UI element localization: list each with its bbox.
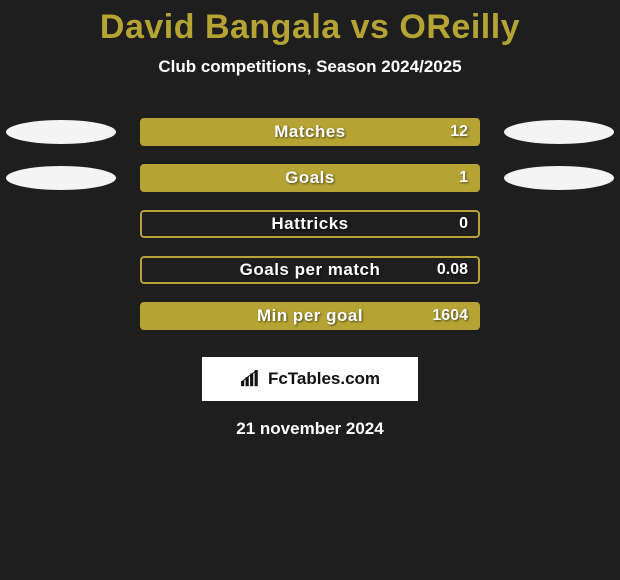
footer-brand-text: FcTables.com xyxy=(268,369,380,389)
player-right-marker xyxy=(504,166,614,190)
subtitle: Club competitions, Season 2024/2025 xyxy=(0,57,620,77)
stat-value: 12 xyxy=(450,123,468,141)
stat-label: Matches xyxy=(140,122,480,142)
stats-rows: Matches12Goals1Hattricks0Goals per match… xyxy=(0,109,620,339)
stat-label: Hattricks xyxy=(140,214,480,234)
stat-row: Goals1 xyxy=(0,155,620,201)
stat-value: 0.08 xyxy=(437,261,468,279)
footer-brand-card[interactable]: FcTables.com xyxy=(202,357,418,401)
stat-row: Matches12 xyxy=(0,109,620,155)
stat-label: Min per goal xyxy=(140,306,480,326)
stat-row: Goals per match0.08 xyxy=(0,247,620,293)
stat-row: Min per goal1604 xyxy=(0,293,620,339)
stat-row: Hattricks0 xyxy=(0,201,620,247)
player-left-marker xyxy=(6,120,116,144)
stat-label: Goals per match xyxy=(140,260,480,280)
comparison-card: David Bangala vs OReilly Club competitio… xyxy=(0,0,620,580)
date-text: 21 november 2024 xyxy=(0,419,620,439)
player-right-marker xyxy=(504,120,614,144)
player-left-marker xyxy=(6,166,116,190)
stat-value: 1604 xyxy=(432,307,468,325)
page-title: David Bangala vs OReilly xyxy=(0,0,620,47)
stat-value: 0 xyxy=(459,215,468,233)
bar-chart-icon xyxy=(240,370,262,388)
stat-label: Goals xyxy=(140,168,480,188)
stat-value: 1 xyxy=(459,169,468,187)
